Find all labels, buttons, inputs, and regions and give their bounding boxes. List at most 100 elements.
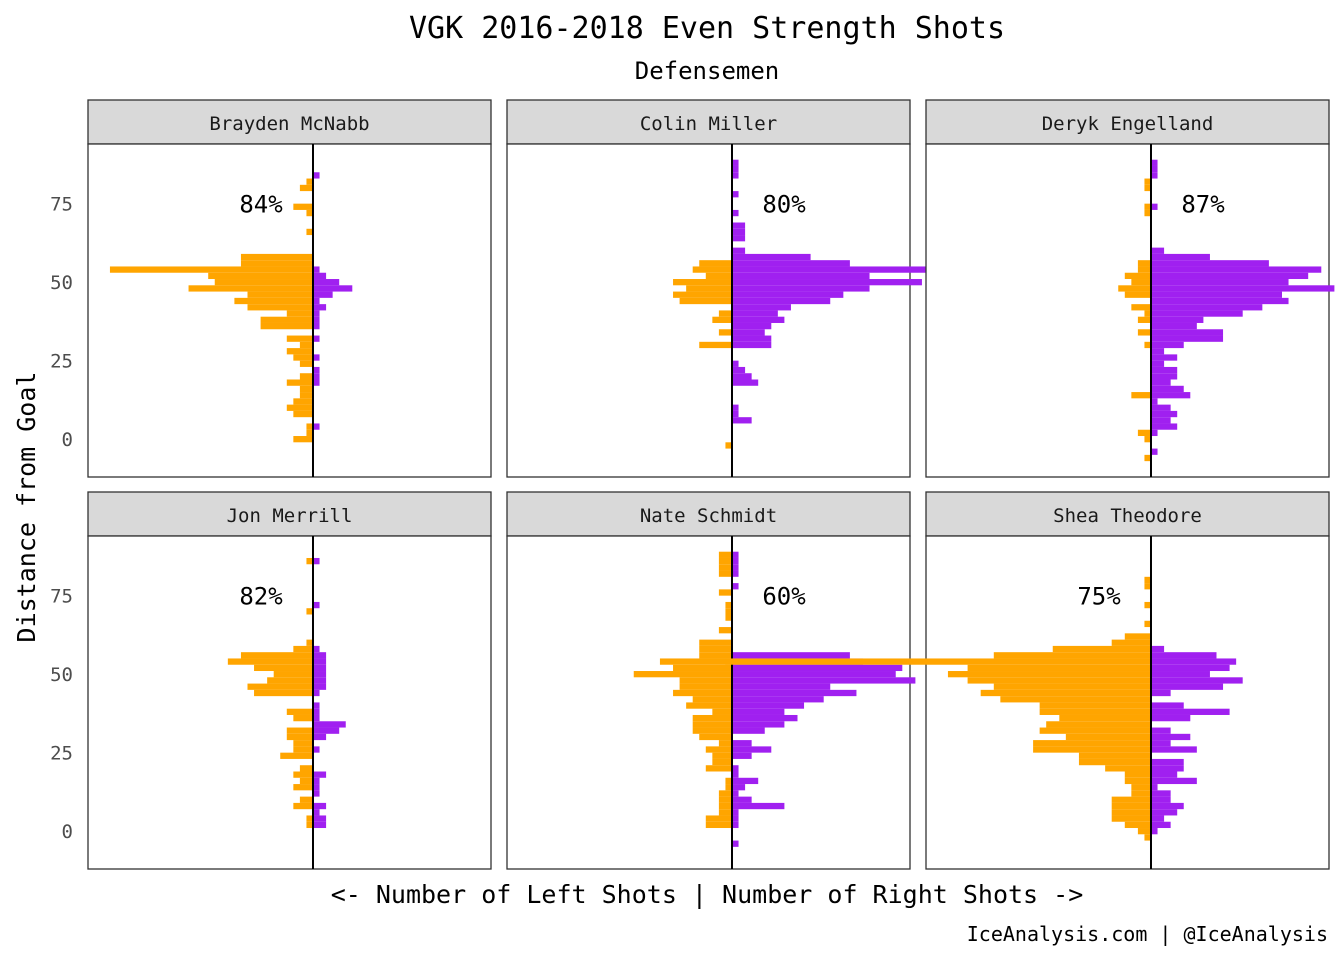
right-shot-bar <box>1150 771 1178 778</box>
right-shot-bar <box>731 696 824 703</box>
right-shot-bar <box>731 746 772 753</box>
left-shot-bar <box>967 664 1151 672</box>
right-shot-bar <box>731 410 739 418</box>
right-shot-bar <box>731 727 765 734</box>
left-shot-bar <box>208 272 313 280</box>
right-shot-bar <box>731 297 831 305</box>
right-shot-bar <box>731 740 752 747</box>
y-tick-label: 50 <box>50 272 73 294</box>
right-shot-bar <box>312 702 320 709</box>
left-shot-bar <box>306 557 313 565</box>
left-shot-bar <box>293 410 313 418</box>
left-shot-bar <box>1144 834 1151 841</box>
left-shot-bar <box>1137 266 1151 273</box>
left-shot-bar <box>1046 721 1151 728</box>
left-shot-bar <box>1039 727 1151 734</box>
right-shot-bar <box>731 721 785 728</box>
right-shot-bar <box>1150 373 1178 380</box>
right-shot-bar <box>1150 203 1158 210</box>
right-shot-bar <box>731 664 903 672</box>
left-shot-bar <box>299 777 313 785</box>
left-shot-bar <box>673 664 732 672</box>
left-shot-bar <box>299 360 313 367</box>
right-shot-bar <box>312 658 327 665</box>
right-shot-bar <box>731 373 752 380</box>
left-shot-bar <box>679 683 732 690</box>
left-shot-bar <box>718 329 732 336</box>
right-shot-bar <box>1150 645 1165 653</box>
left-shot-bar <box>1124 633 1151 640</box>
right-shot-bar <box>312 815 327 822</box>
left-shot-bar <box>725 614 732 621</box>
left-shot-bar <box>1000 696 1151 703</box>
right-shot-bar <box>731 253 811 261</box>
left-shot-bar <box>1111 796 1151 803</box>
right-shot-bar <box>731 557 739 565</box>
left-shot-bar <box>299 385 313 393</box>
left-shot-bar <box>718 740 732 747</box>
right-shot-bar <box>1150 385 1184 393</box>
left-shot-bar <box>260 316 313 323</box>
left-shot-bar <box>692 721 732 728</box>
right-shot-bar <box>731 285 870 292</box>
right-shot-bar <box>312 172 320 179</box>
right-shot-bar <box>312 727 340 734</box>
left-shot-bar <box>109 266 313 273</box>
left-shot-bar <box>1111 809 1151 816</box>
right-shot-bar <box>312 645 320 653</box>
right-shot-bar <box>312 809 320 816</box>
left-shot-bar <box>718 802 732 810</box>
right-shot-bar <box>312 689 320 697</box>
left-shot-bar <box>293 203 313 210</box>
left-shot-bar <box>1131 279 1151 286</box>
left-shot-bar <box>692 727 732 734</box>
left-shot-bar <box>1137 429 1151 437</box>
right-shot-bar <box>1150 796 1171 803</box>
right-shot-bar <box>731 564 739 571</box>
left-shot-bar <box>293 802 313 810</box>
right-shot-bar <box>312 771 327 778</box>
right-shot-bar <box>731 683 831 690</box>
panel-strip <box>87 491 492 537</box>
right-shot-bar <box>312 354 320 361</box>
left-shot-bar <box>306 228 313 236</box>
left-shot-bar <box>1111 815 1151 822</box>
right-shot-bar <box>312 335 320 342</box>
right-shot-bar <box>312 366 320 374</box>
right-shot-bar <box>312 671 327 678</box>
panel-title: Deryk Engelland <box>1042 113 1214 135</box>
right-shot-bar <box>1150 247 1165 254</box>
right-shot-bar <box>731 260 850 267</box>
right-shot-bar <box>1150 348 1165 355</box>
left-shot-bar <box>306 423 313 430</box>
right-shot-bar <box>1150 821 1171 829</box>
right-shot-bar <box>731 809 739 816</box>
left-shot-bar <box>1105 765 1151 772</box>
right-shot-bar <box>731 291 844 298</box>
left-shot-bar <box>299 341 313 349</box>
left-shot-bar <box>705 815 732 822</box>
left-shot-bar <box>1039 702 1151 709</box>
right-shot-bar <box>1150 740 1171 747</box>
left-shot-bar <box>705 765 732 772</box>
left-shot-bar <box>725 442 732 449</box>
right-shot-bar <box>1150 815 1165 822</box>
right-shot-bar <box>731 821 739 829</box>
left-shot-bar <box>1144 310 1151 317</box>
right-shot-bar <box>1150 727 1171 734</box>
percentage-label: 80% <box>762 191 806 219</box>
left-shot-bar <box>227 658 313 665</box>
left-shot-bar <box>1144 620 1151 628</box>
right-shot-bar <box>731 702 805 709</box>
right-shot-bar <box>1150 354 1178 361</box>
right-shot-bar <box>731 777 759 785</box>
right-shot-bar <box>1150 658 1237 665</box>
left-shot-bar <box>247 683 313 690</box>
right-shot-bar <box>731 583 739 590</box>
left-shot-bar <box>699 341 732 349</box>
left-shot-bar <box>247 291 313 298</box>
right-shot-bar <box>731 172 739 179</box>
right-shot-bar <box>312 373 320 380</box>
right-shot-bar <box>1150 366 1178 374</box>
